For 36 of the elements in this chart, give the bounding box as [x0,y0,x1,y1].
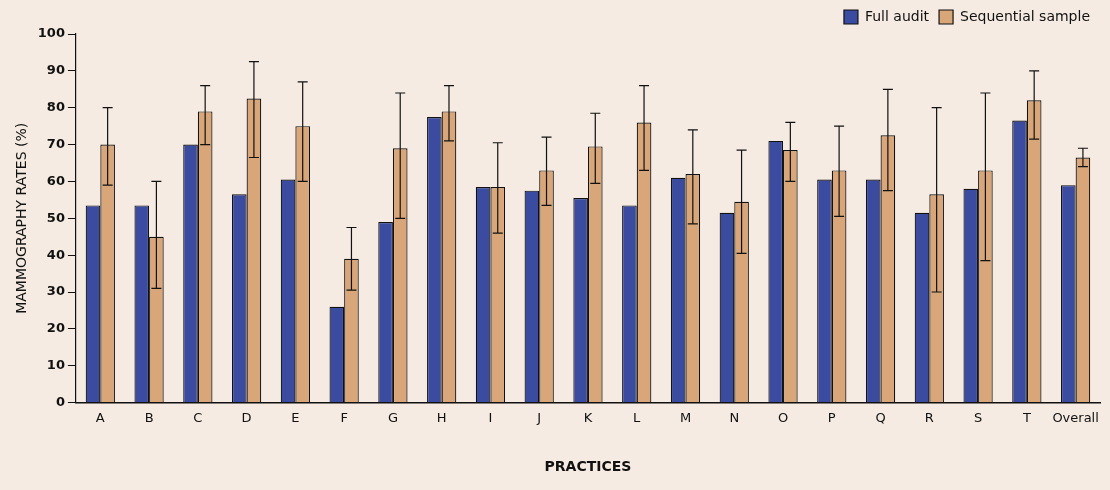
y-tick-label: 50 [46,209,65,225]
y-tick-label: 90 [46,62,65,78]
x-tick-label: I [488,409,493,425]
x-tick-label: M [679,409,692,425]
x-tick-label: T [1021,409,1031,425]
x-axis-title: PRACTICES [544,458,632,475]
x-tick-label: E [291,409,300,425]
x-tick-label: G [387,409,398,425]
x-tick-label: K [583,409,593,425]
x-tick-label: H [436,409,447,425]
y-axis-title: MAMMOGRAPHY RATES (%) [13,122,30,314]
x-tick-label: S [973,409,983,425]
x-tick-label: A [95,409,105,425]
x-tick-label: C [193,409,203,425]
y-tick-label: 70 [46,135,65,151]
y-tick-label: 20 [46,320,65,336]
x-tick-label: B [144,409,154,425]
x-tick-label: R [924,409,934,425]
y-tick-label: 100 [37,25,65,41]
x-tick-label: F [340,409,348,425]
y-tick-label: 10 [46,357,65,373]
x-tick-label: J [536,409,542,425]
x-tick-label: N [729,409,740,425]
x-tick-label: P [827,409,836,425]
x-tick-label: O [777,409,789,425]
x-tick-label: Q [875,409,886,425]
y-tick-label: 40 [46,246,65,262]
y-tick-label: 60 [46,172,65,188]
legend-label: Full audit [864,7,930,24]
y-tick-label: 30 [46,283,65,299]
x-tick-label: L [633,409,642,425]
y-tick-label: 0 [55,393,65,409]
x-tick-label: Overall [1052,409,1099,425]
legend-label: Sequential sample [960,7,1091,24]
x-tick-label: D [241,409,252,425]
y-tick-label: 80 [46,99,65,115]
